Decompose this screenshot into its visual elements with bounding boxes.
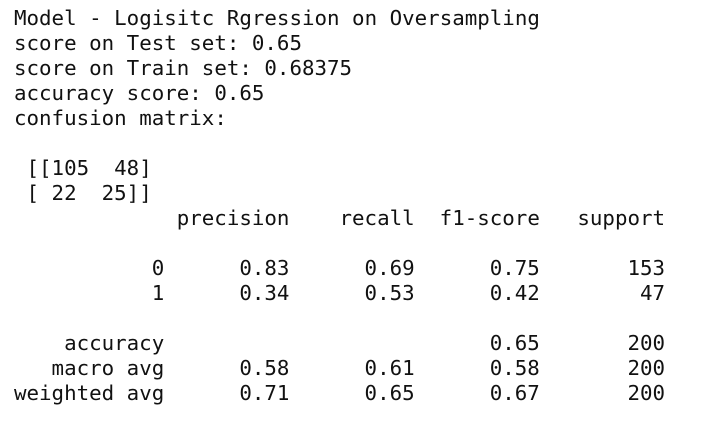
report-header-row: precision recall f1-score support [14,206,665,231]
test-score-line: score on Test set: 0.65 [14,31,302,55]
report-row-accuracy: accuracy 0.65 200 [14,331,665,356]
blank-line [14,231,665,256]
support-value: 153 [627,256,666,280]
blank-line [14,131,665,156]
blank-line [14,306,665,331]
f1-value: 0.42 [489,281,540,305]
recall-value: 0.69 [364,256,415,280]
report-row-macro-avg: macro avg 0.58 0.61 0.58 200 [14,356,666,381]
header-precision: precision [176,206,290,230]
report-row-class-0: 0 0.83 0.69 0.75 153 [14,256,665,281]
precision-value: 0.71 [239,381,290,405]
recall-value: 0.65 [364,381,415,405]
recall-value: 0.53 [364,281,415,305]
notebook-output: Model - Logisitc Rgression on Oversampli… [14,6,665,406]
recall-value: 0.61 [364,356,415,380]
header-recall: recall [339,206,415,230]
report-row-weighted-avg: weighted avg 0.71 0.65 0.67 200 [14,381,665,406]
row-label: macro avg [51,356,165,380]
row-label: 0 [151,256,165,280]
row-label: 1 [151,281,165,305]
precision-value: 0.83 [239,256,290,280]
header-support: support [577,206,666,230]
f1-value: 0.75 [489,256,540,280]
precision-value: 0.58 [239,356,290,380]
row-label: accuracy [64,331,165,355]
header-f1: f1-score [439,206,540,230]
confusion-matrix-label: confusion matrix: [14,106,227,130]
support-value: 200 [627,331,666,355]
confusion-matrix-row: [[105 48] [14,156,152,180]
support-value: 47 [640,281,666,305]
model-title: Model - Logisitc Rgression on Oversampli… [14,6,540,30]
report-row-class-1: 1 0.34 0.53 0.42 47 [14,281,665,306]
accuracy-score-line: accuracy score: 0.65 [14,81,265,105]
support-value: 200 [627,381,666,405]
support-value: 200 [627,356,666,380]
precision-value: 0.34 [239,281,290,305]
row-label: weighted avg [14,381,165,405]
f1-value: 0.65 [489,331,540,355]
train-score-line: score on Train set: 0.68375 [14,56,353,80]
f1-value: 0.58 [489,356,540,380]
confusion-matrix-row: [ 22 25]] [14,181,152,205]
f1-value: 0.67 [489,381,540,405]
